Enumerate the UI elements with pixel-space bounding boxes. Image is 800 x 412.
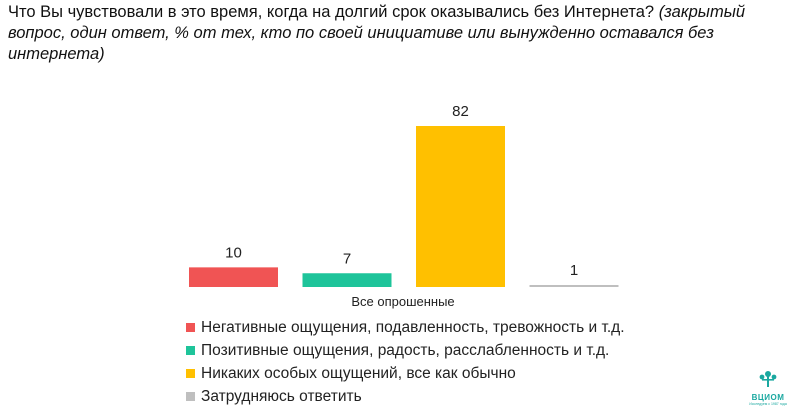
logo-name: ВЦИОМ xyxy=(751,393,785,402)
legend-item-1: Негативные ощущения, подавленность, трев… xyxy=(186,316,625,339)
bar-1 xyxy=(189,267,278,287)
logo-tagline: Исследуем с 1987 года xyxy=(749,402,787,406)
legend-label: Позитивные ощущения, радость, расслаблен… xyxy=(201,341,610,359)
bar-4 xyxy=(529,285,619,287)
legend-swatch xyxy=(186,346,195,355)
legend-label: Затрудняюсь ответить xyxy=(201,387,362,405)
question-text: Что Вы чувствовали в это время, когда на… xyxy=(8,3,655,21)
legend-swatch xyxy=(186,323,195,332)
legend: Негативные ощущения, подавленность, трев… xyxy=(186,316,625,408)
chart-title: Что Вы чувствовали в это время, когда на… xyxy=(8,2,792,65)
tree-icon xyxy=(759,371,777,387)
legend-item-3: Никаких особых ощущений, все как обычно xyxy=(186,362,625,385)
legend-item-4: Затрудняюсь ответить xyxy=(186,385,625,408)
category-label: Все опрошенные xyxy=(351,294,454,309)
data-label-2: 7 xyxy=(343,250,351,267)
bar-2 xyxy=(302,273,392,287)
legend-swatch xyxy=(186,392,195,401)
bar-3 xyxy=(416,126,505,287)
legend-item-2: Позитивные ощущения, радость, расслаблен… xyxy=(186,339,625,362)
legend-label: Никаких особых ощущений, все как обычно xyxy=(201,364,516,382)
data-label-3: 82 xyxy=(452,103,469,120)
question-note: (закрытый вопрос, один ответ, % от тех, … xyxy=(8,3,746,63)
logo: ВЦИОМ Исследуем с 1987 года xyxy=(746,368,790,408)
data-label-1: 10 xyxy=(225,244,242,261)
data-label-4: 1 xyxy=(570,262,578,279)
legend-label: Негативные ощущения, подавленность, трев… xyxy=(201,318,625,336)
legend-swatch xyxy=(186,369,195,378)
